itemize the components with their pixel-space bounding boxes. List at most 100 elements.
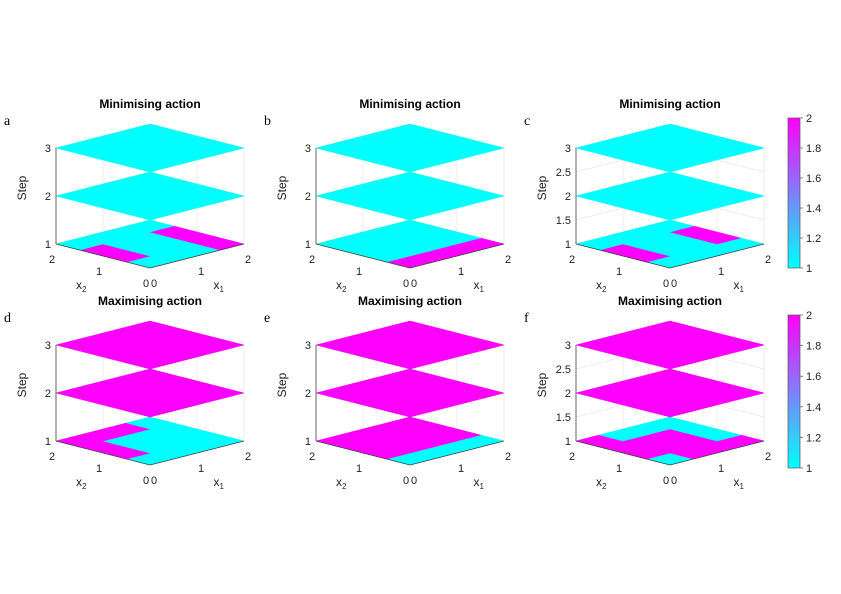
x2-axis-label: x2 — [596, 475, 607, 491]
x2-tick-label: 1 — [96, 463, 102, 475]
x1-tick-label: 0 — [411, 278, 417, 290]
x1-tick-label: 0 — [671, 475, 677, 487]
step-tick-label: 2 — [305, 191, 311, 203]
panel-letter: e — [264, 311, 270, 326]
x1-tick-label: 0 — [671, 278, 677, 290]
panel-title: Maximising action — [618, 294, 722, 308]
x2-axis-label: x2 — [336, 475, 347, 491]
cell — [126, 123, 174, 137]
x1-axis-label: x1 — [214, 278, 225, 294]
panel-a: 0 1 2 0 1 2 1 2 3 x1 x2 Step Minimising action a — [4, 97, 251, 294]
panel-letter: d — [4, 311, 11, 326]
x2-tick-label: 0 — [403, 475, 409, 487]
step-tick-label: 2 — [565, 191, 571, 203]
step-axis-label: Step — [535, 175, 549, 200]
colorbar-tick-label: 1.2 — [806, 233, 821, 245]
x2-axis-label: x2 — [76, 278, 87, 294]
x2-tick-label: 0 — [663, 278, 669, 290]
panel-b: 0 1 2 0 1 2 1 2 3 x1 x2 Step Minimising action b — [264, 97, 511, 294]
colorbar-tick-label: 1.6 — [806, 371, 821, 383]
x2-tick-label: 0 — [663, 475, 669, 487]
step-tick-label: 3 — [305, 340, 311, 352]
panel-letter: c — [524, 114, 530, 129]
step-tick-label: 1 — [45, 436, 51, 448]
layer-step-3 — [575, 123, 765, 173]
x1-axis-label: x1 — [734, 475, 745, 491]
x2-axis-line — [55, 440, 151, 466]
layer-step-3 — [55, 320, 245, 370]
x2-tick-label: 1 — [96, 266, 102, 278]
layer-step-2 — [315, 368, 505, 418]
x1-tick-label: 1 — [458, 266, 464, 278]
x1-axis-line — [409, 440, 505, 466]
x2-tick-label: 0 — [403, 278, 409, 290]
colorbar-tick-label: 2 — [806, 310, 812, 322]
step-tick-label: 1 — [565, 436, 571, 448]
layer-step-3 — [55, 123, 245, 173]
step-axis-label: Step — [275, 372, 289, 397]
x1-tick-label: 0 — [151, 278, 157, 290]
step-tick-label: 2 — [45, 388, 51, 400]
colorbar-tick-label: 1 — [806, 463, 812, 475]
step-tick-label: 3 — [565, 340, 571, 352]
panel-title: Minimising action — [99, 97, 200, 111]
step-tick-label: 2 — [45, 191, 51, 203]
x2-tick-label: 1 — [616, 266, 622, 278]
colorbar-tick-label: 1.2 — [806, 432, 821, 444]
step-tick-label: 2 — [565, 388, 571, 400]
panel-title: Maximising action — [98, 294, 202, 308]
step-tick-label: 3 — [565, 143, 571, 155]
axes — [315, 345, 505, 466]
x1-axis-label: x1 — [214, 475, 225, 491]
x2-axis-line — [575, 243, 671, 269]
colorbar: 1 1.2 1.4 1.6 1.8 2 — [787, 113, 821, 275]
step-axis-label: Step — [15, 175, 29, 200]
colorbar-tick-label: 2 — [806, 113, 812, 125]
x2-tick-label: 2 — [49, 254, 55, 266]
x1-axis-label: x1 — [734, 278, 745, 294]
axes — [55, 345, 245, 466]
colorbar-tick-label: 1.8 — [806, 341, 821, 353]
x2-axis-label: x2 — [596, 278, 607, 294]
panel-e: 0 1 2 0 1 2 1 2 3 x1 x2 Step Maximising action e — [264, 294, 511, 491]
layer-step-2 — [315, 171, 505, 221]
x2-axis-label: x2 — [76, 475, 87, 491]
x1-tick-label: 1 — [198, 266, 204, 278]
x1-axis-line — [669, 243, 765, 269]
layer-step-2 — [55, 171, 245, 221]
colorbar-bar — [787, 117, 801, 269]
step-tick-label: 3 — [45, 143, 51, 155]
axes — [315, 148, 505, 269]
step-tick-label: 2 — [305, 388, 311, 400]
layer-step-1 — [575, 416, 765, 466]
x1-tick-label: 1 — [718, 266, 724, 278]
x1-axis-label: x1 — [474, 278, 485, 294]
x2-tick-label: 2 — [49, 451, 55, 463]
x1-tick-label: 2 — [505, 254, 511, 266]
panel-title: Minimising action — [359, 97, 460, 111]
panel-c: 0 1 2 0 1 2 1 1.5 2 2.5 3 x1 x2 Step Minimising action… — [524, 97, 771, 294]
layer-step-1 — [55, 416, 245, 466]
x2-axis-label: x2 — [336, 278, 347, 294]
x1-tick-label: 0 — [151, 475, 157, 487]
step-axis-label: Step — [535, 372, 549, 397]
cell — [126, 320, 174, 334]
layer-step-1 — [55, 219, 245, 269]
x2-tick-label: 0 — [143, 475, 149, 487]
cell — [646, 123, 694, 137]
x1-tick-label: 1 — [198, 463, 204, 475]
colorbar-tick-label: 1.4 — [806, 203, 821, 215]
step-tick-label: 3 — [45, 340, 51, 352]
layer-step-3 — [315, 123, 505, 173]
x2-tick-label: 1 — [356, 266, 362, 278]
x2-axis-line — [315, 243, 411, 269]
cell — [386, 320, 434, 334]
panel-letter: b — [264, 114, 271, 129]
axes — [575, 148, 765, 269]
x1-tick-label: 0 — [411, 475, 417, 487]
step-axis-label: Step — [15, 372, 29, 397]
step-tick-label: 1.5 — [556, 215, 571, 227]
x1-axis-line — [409, 243, 505, 269]
colorbar-tick-label: 1.6 — [806, 173, 821, 185]
layer-step-1 — [575, 219, 765, 269]
